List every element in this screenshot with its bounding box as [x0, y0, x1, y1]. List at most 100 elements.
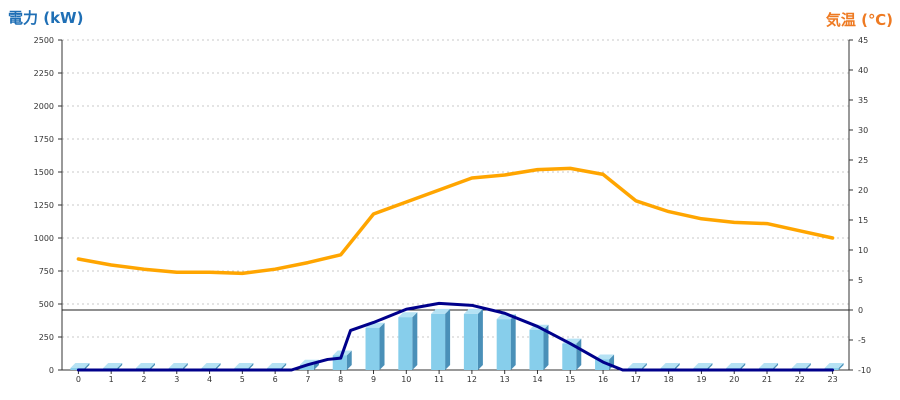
bar: [496, 314, 516, 370]
x-axis-tick-label: 4: [207, 375, 212, 384]
x-axis-tick-label: 14: [532, 375, 542, 384]
left-axis-title: 電力 (kW): [8, 9, 83, 27]
bar-side: [838, 363, 844, 370]
right-axis-tick-label: 30: [858, 126, 868, 135]
bar: [431, 308, 451, 370]
bar-side: [576, 338, 582, 370]
x-axis-tick-label: 1: [109, 375, 114, 384]
right-axis-tick-label: 10: [858, 246, 868, 255]
right-axis-tick-label: 35: [858, 96, 868, 105]
bar-top: [824, 363, 844, 369]
bar-top: [463, 308, 483, 314]
x-axis-tick-label: 3: [174, 375, 179, 384]
x-axis-tick-label: 2: [141, 375, 146, 384]
x-axis-tick-label: 7: [305, 375, 310, 384]
bar-front: [431, 313, 446, 370]
bar-side: [510, 314, 516, 370]
left-axis-tick-label: 2500: [34, 36, 54, 45]
bar-front: [595, 359, 610, 370]
x-axis-tick-label: 0: [76, 375, 81, 384]
x-axis-tick-label: 11: [434, 375, 444, 384]
bar-top: [201, 363, 221, 369]
right-axis-tick-label: -10: [858, 366, 871, 375]
x-axis-tick-label: 16: [598, 375, 608, 384]
bar: [365, 322, 385, 370]
bar-side: [248, 363, 254, 370]
bar-top: [726, 363, 746, 369]
left-axis-tick-label: 1500: [34, 168, 54, 177]
x-axis-tick-label: 13: [500, 375, 510, 384]
right-axis-tick-label: 20: [858, 186, 868, 195]
bar-side: [740, 363, 746, 370]
bar: [463, 308, 483, 370]
right-axis-tick-label: 45: [858, 36, 868, 45]
right-axis-tick-label: 5: [858, 276, 863, 285]
x-axis-tick-label: 6: [273, 375, 278, 384]
temperature-series-line: [76, 166, 835, 276]
x-axis-tick-label: 18: [664, 375, 674, 384]
right-axis-tick-label: 25: [858, 156, 868, 165]
bar-side: [674, 363, 680, 370]
right-axis-tick-label: 0: [858, 306, 863, 315]
bar-side: [445, 308, 451, 370]
right-axis-tick-label: 40: [858, 66, 868, 75]
bar-front: [496, 319, 511, 370]
x-axis-tick-label: 17: [631, 375, 641, 384]
bar: [398, 312, 418, 370]
bar-top: [70, 363, 90, 369]
x-axis-tick-label: 15: [565, 375, 575, 384]
bar-top: [693, 363, 713, 369]
right-axis-tick-label: -5: [858, 336, 866, 345]
left-axis-tick-label: 1750: [34, 135, 54, 144]
bar-side: [412, 312, 418, 370]
bar-front: [562, 343, 577, 370]
bar-side: [149, 363, 155, 370]
bar-side: [182, 363, 188, 370]
x-axis-tick-label: 12: [467, 375, 477, 384]
bar-side: [543, 324, 549, 370]
bar-top: [267, 363, 287, 369]
bar-top: [103, 363, 123, 369]
bar-side: [379, 322, 385, 370]
bar-side: [805, 363, 811, 370]
bar-front: [299, 364, 314, 370]
bar-top: [759, 363, 779, 369]
bar-top: [234, 363, 254, 369]
bar-top: [135, 363, 155, 369]
x-axis-tick-label: 19: [696, 375, 706, 384]
bar-top: [660, 363, 680, 369]
bar-side: [346, 350, 352, 370]
bar-front: [463, 313, 478, 370]
bar-side: [773, 363, 779, 370]
bar-side: [215, 363, 221, 370]
left-axis-tick-label: 750: [39, 267, 54, 276]
bar-side: [117, 363, 123, 370]
x-axis-tick-label: 22: [795, 375, 805, 384]
x-axis-tick-label: 9: [371, 375, 376, 384]
bar-front: [365, 327, 380, 370]
power-series-line: [76, 301, 835, 372]
bar-front: [398, 317, 413, 370]
bar-top: [595, 354, 615, 360]
left-axis-tick-label: 250: [39, 333, 54, 342]
bar-side: [707, 363, 713, 370]
right-axis-tick-label: 15: [858, 216, 868, 225]
bar-top: [627, 363, 647, 369]
bar-side: [84, 363, 90, 370]
bar-side: [641, 363, 647, 370]
x-axis-tick-label: 21: [762, 375, 772, 384]
bar-front: [529, 329, 544, 370]
right-axis-title: 気温 (℃): [826, 11, 893, 29]
bar-top: [398, 312, 418, 318]
x-axis-tick-label: 8: [338, 375, 343, 384]
left-axis-tick-label: 500: [39, 300, 54, 309]
left-axis-tick-label: 1000: [34, 234, 54, 243]
left-axis-tick-label: 0: [49, 366, 54, 375]
x-axis-tick-label: 20: [729, 375, 739, 384]
bar-side: [477, 308, 483, 370]
bar-side: [281, 363, 287, 370]
left-axis-tick-label: 1250: [34, 201, 54, 210]
bar-top: [791, 363, 811, 369]
